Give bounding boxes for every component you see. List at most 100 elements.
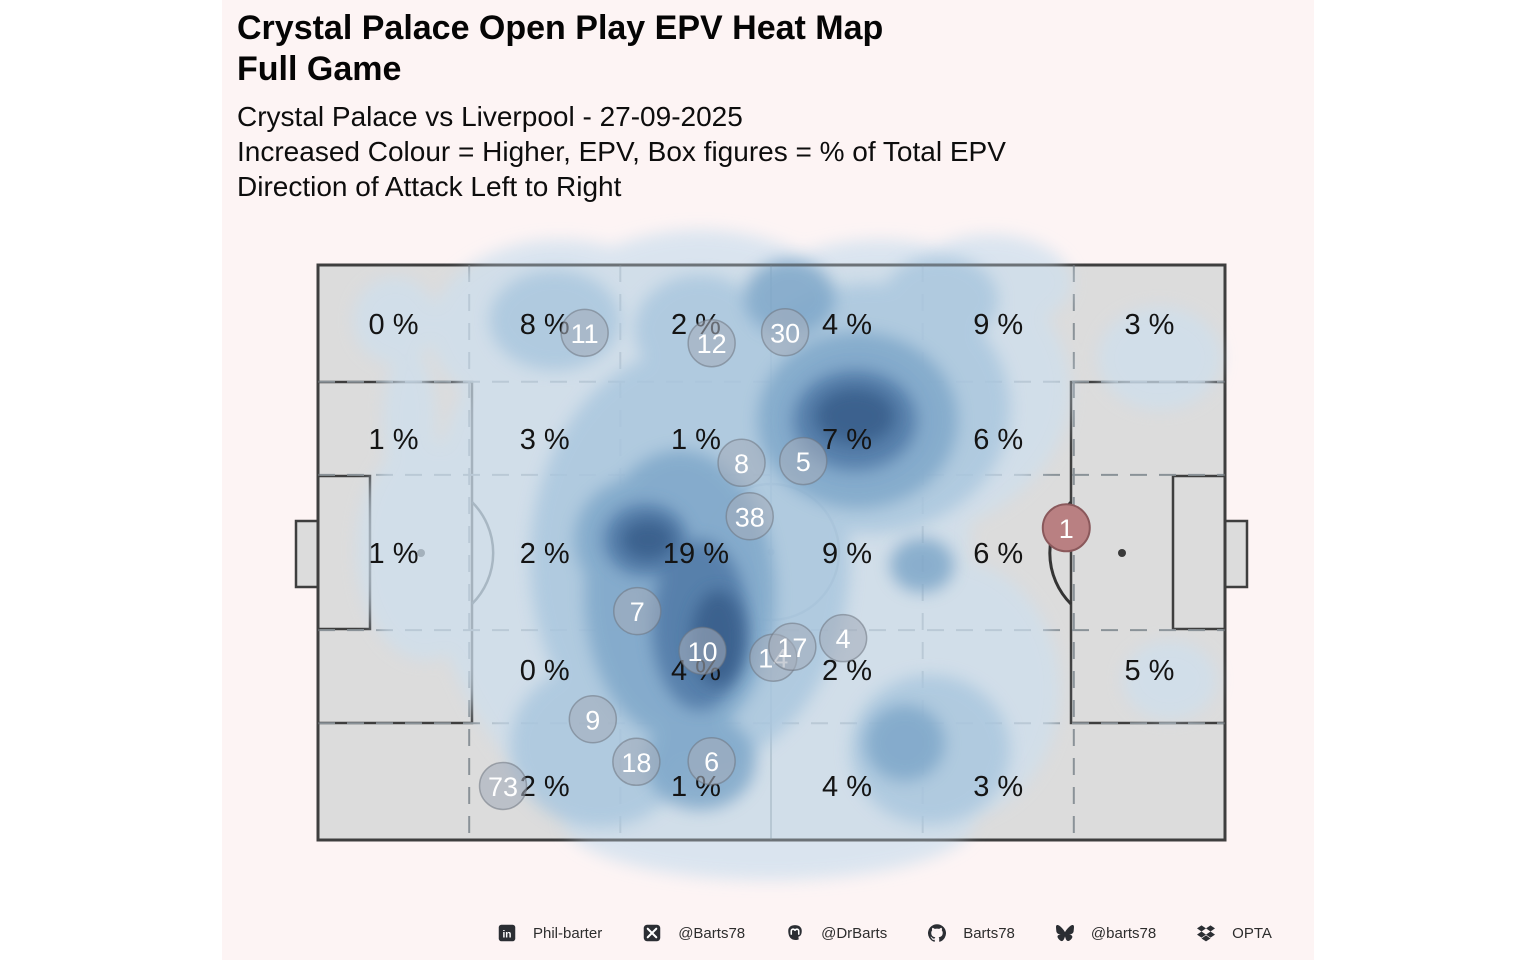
player-number: 12 bbox=[697, 329, 727, 359]
heat-blob bbox=[357, 440, 494, 661]
heat-blob bbox=[815, 388, 895, 445]
heat-blob bbox=[1122, 641, 1217, 720]
social-footer: in Phil-barter @Barts78 @DrBarts Barts78 @bar… bbox=[498, 921, 1272, 945]
player-marker-circle bbox=[478, 761, 528, 811]
player-marker-circle bbox=[687, 736, 736, 786]
footer-handle: Barts78 bbox=[963, 924, 1015, 942]
player-marker-8: 8 bbox=[717, 438, 766, 488]
zone-epv-label: 3 % bbox=[520, 424, 570, 456]
player-number: 1 bbox=[1059, 514, 1074, 544]
x-icon bbox=[643, 924, 661, 942]
subtitle-direction: Direction of Attack Left to Right bbox=[237, 171, 622, 202]
player-number: 9 bbox=[585, 705, 600, 735]
zone-epv-label: 7 % bbox=[822, 424, 872, 456]
dropbox-icon bbox=[1197, 924, 1216, 942]
player-number: 38 bbox=[735, 502, 765, 532]
zone-epv-label: 1 % bbox=[369, 538, 419, 570]
player-number: 10 bbox=[688, 637, 718, 667]
player-marker-7: 7 bbox=[613, 586, 662, 636]
player-marker-9: 9 bbox=[568, 695, 618, 744]
zone-epv-label: 19 % bbox=[663, 538, 729, 570]
player-number: 30 bbox=[770, 318, 800, 348]
player-marker-73: 73 bbox=[478, 761, 528, 811]
player-number: 7 bbox=[630, 597, 645, 627]
heat-blob bbox=[864, 704, 945, 781]
zone-epv-label: 6 % bbox=[973, 424, 1023, 456]
heat-blob bbox=[1098, 306, 1222, 410]
player-number: 73 bbox=[488, 772, 518, 802]
zone-epv-label: 9 % bbox=[822, 538, 872, 570]
figure-subtitle: Crystal Palace vs Liverpool - 27-09-2025… bbox=[237, 99, 1006, 204]
figure-panel: Crystal Palace Open Play EPV Heat Map Ful… bbox=[222, 0, 1314, 960]
footer-handle: @DrBarts bbox=[821, 924, 888, 942]
player-marker-30: 30 bbox=[760, 308, 810, 357]
zone-epv-label: 1 % bbox=[369, 424, 419, 456]
player-marker-circle bbox=[717, 438, 766, 488]
zone-epv-label: 3 % bbox=[973, 771, 1023, 803]
player-number: 18 bbox=[621, 748, 651, 778]
player-marker-18: 18 bbox=[612, 737, 661, 787]
footer-item-github: Barts78 bbox=[928, 924, 1015, 942]
zone-epv-label: 2 % bbox=[520, 538, 570, 570]
player-marker-5: 5 bbox=[778, 436, 828, 486]
subtitle-legend: Increased Colour = Higher, EPV, Box figu… bbox=[237, 136, 1006, 167]
footer-item-linkedin: in Phil-barter bbox=[498, 924, 602, 942]
footer-item-mastodon: @DrBarts bbox=[786, 924, 887, 942]
player-marker-circle bbox=[725, 492, 774, 541]
zone-epv-label: 9 % bbox=[973, 309, 1023, 341]
heat-blob bbox=[621, 519, 675, 560]
bluesky-icon bbox=[1055, 924, 1074, 942]
zone-epv-label: 2 % bbox=[520, 771, 570, 803]
player-marker-circle bbox=[768, 622, 817, 672]
github-icon bbox=[928, 924, 947, 942]
zone-epv-label: 0 % bbox=[520, 655, 570, 687]
mastodon-icon bbox=[786, 924, 804, 942]
footer-handle: @barts78 bbox=[1090, 924, 1157, 942]
zone-epv-label: 5 % bbox=[1124, 655, 1174, 687]
linkedin-icon: in bbox=[498, 924, 516, 942]
player-number: 8 bbox=[734, 449, 749, 479]
player-marker-circle bbox=[687, 318, 736, 368]
footer-handle: @Barts78 bbox=[678, 924, 746, 942]
player-marker-circle bbox=[818, 613, 868, 663]
footer-item-x: @Barts78 bbox=[643, 924, 745, 942]
title-line-2: Full Game bbox=[237, 50, 402, 88]
heat-blob bbox=[882, 255, 999, 345]
player-marker-circle bbox=[760, 308, 810, 357]
subtitle-match: Crystal Palace vs Liverpool - 27-09-2025 bbox=[237, 101, 743, 132]
zone-epv-label: 3 % bbox=[1124, 309, 1174, 341]
zone-epv-label: 1 % bbox=[671, 424, 721, 456]
player-marker-11: 11 bbox=[560, 308, 609, 358]
footer-handle: Phil-barter bbox=[533, 924, 603, 942]
player-marker-10: 10 bbox=[678, 626, 727, 676]
svg-text:in: in bbox=[503, 930, 512, 941]
player-marker-circle bbox=[560, 308, 609, 358]
player-marker-38: 38 bbox=[725, 492, 774, 541]
player-marker-circle bbox=[778, 436, 828, 486]
zone-epv-label: 6 % bbox=[973, 538, 1023, 570]
player-marker-circle bbox=[678, 626, 727, 676]
zone-epv-label: 4 % bbox=[822, 309, 872, 341]
player-marker-circle bbox=[568, 695, 618, 744]
pitch-heatmap-figure: 0 %8 %2 %4 %9 %3 %1 %3 %1 %7 %6 %1 %2 %1… bbox=[294, 229, 1249, 881]
heat-blob bbox=[890, 538, 954, 593]
penalty-spot-right bbox=[1118, 549, 1126, 557]
figure-title: Crystal Palace Open Play EPV Heat Map Ful… bbox=[237, 8, 883, 90]
footer-item-bluesky: @barts78 bbox=[1055, 924, 1157, 942]
footer-item-dropbox: OPTA bbox=[1197, 924, 1272, 942]
goal-left bbox=[294, 519, 320, 589]
player-number: 17 bbox=[777, 633, 807, 663]
player-number: 4 bbox=[836, 624, 851, 654]
footer-handle: OPTA bbox=[1232, 924, 1272, 942]
goal-right bbox=[1223, 519, 1249, 589]
player-number: 11 bbox=[571, 319, 599, 349]
player-number: 5 bbox=[796, 447, 811, 477]
player-marker-12: 12 bbox=[687, 318, 736, 368]
pitch-outline-overlay bbox=[316, 263, 1227, 842]
player-number: 6 bbox=[704, 747, 719, 777]
heat-blob bbox=[353, 277, 437, 364]
zone-epv-label: 4 % bbox=[822, 771, 872, 803]
player-marker-6: 6 bbox=[687, 736, 736, 786]
player-marker-circle bbox=[613, 586, 662, 636]
player-marker-1: 1 bbox=[1041, 503, 1091, 553]
